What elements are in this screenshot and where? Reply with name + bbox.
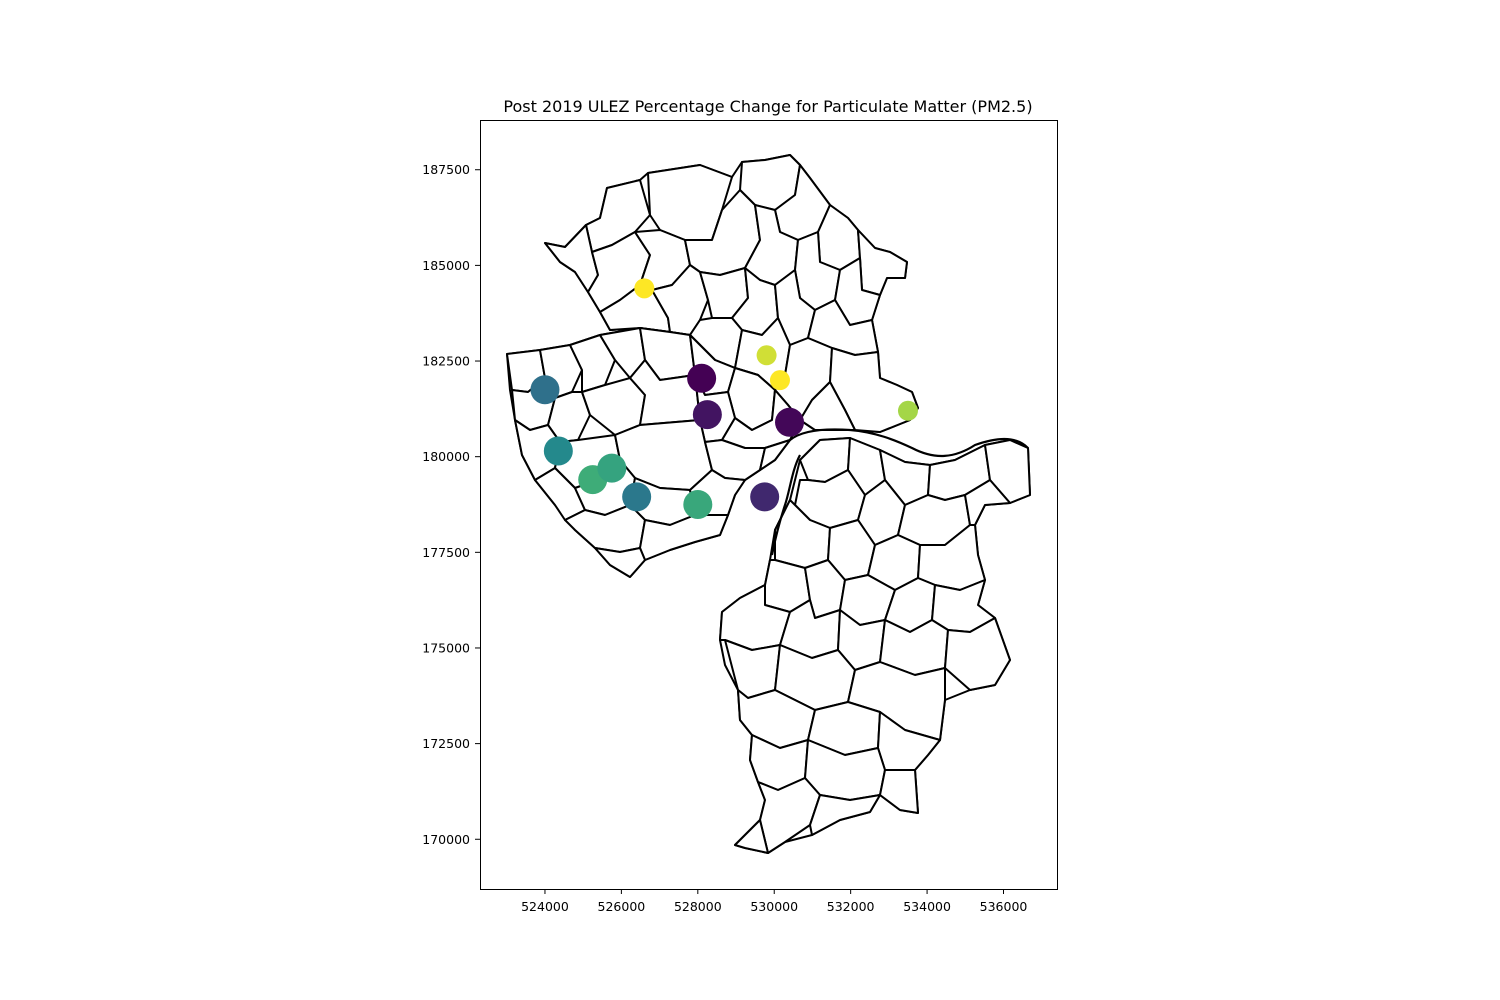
data-point-2 xyxy=(756,345,777,366)
ward-north-o xyxy=(651,264,709,336)
data-point-4 xyxy=(897,400,918,421)
x-tick-label: 534000 xyxy=(903,899,951,914)
y-tick-label: 170000 xyxy=(422,832,470,847)
y-axis: 170000 172500 175000 177500 180000 182500 1850… xyxy=(422,162,480,847)
river-thames-bend xyxy=(770,454,801,556)
y-tick-label: 187500 xyxy=(422,162,470,177)
data-point-13 xyxy=(622,482,652,512)
y-tick-label: 175000 xyxy=(422,640,470,655)
y-tick-label: 182500 xyxy=(422,354,470,369)
axes-frame xyxy=(480,120,1058,890)
data-point-7 xyxy=(775,407,805,437)
ward-south-ah xyxy=(809,794,881,836)
x-tick-label: 530000 xyxy=(750,899,798,914)
ward-south-w xyxy=(944,617,1011,691)
ward-south-af xyxy=(879,769,919,814)
data-point-1 xyxy=(634,278,655,299)
x-tick-label: 536000 xyxy=(980,899,1028,914)
ward-south-ag xyxy=(757,777,821,854)
data-point-5 xyxy=(687,363,717,393)
data-point-8 xyxy=(750,482,780,512)
x-tick-label: 532000 xyxy=(827,899,875,914)
data-point-9 xyxy=(530,375,560,405)
ward-boundaries xyxy=(506,154,1031,854)
y-tick-label: 185000 xyxy=(422,258,470,273)
y-tick-label: 180000 xyxy=(422,449,470,464)
monitoring-points xyxy=(530,278,918,519)
data-point-10 xyxy=(543,436,573,466)
y-tick-label: 172500 xyxy=(422,736,470,751)
ward-south-ai xyxy=(734,819,769,854)
data-point-6 xyxy=(692,400,722,430)
river-thames xyxy=(789,428,1029,458)
chart-title: Post 2019 ULEZ Percentage Change for Par… xyxy=(503,97,1032,116)
ward-west-y xyxy=(594,547,646,578)
data-point-12 xyxy=(597,453,627,483)
data-point-14 xyxy=(683,490,713,519)
ward-west-r xyxy=(759,439,791,471)
x-tick-label: 524000 xyxy=(521,899,569,914)
x-axis: 524000 526000 528000 530000 532000 534000 5360… xyxy=(521,889,1027,914)
data-point-3 xyxy=(769,370,790,391)
x-tick-label: 528000 xyxy=(674,899,722,914)
x-tick-label: 526000 xyxy=(598,899,646,914)
y-tick-label: 177500 xyxy=(422,545,470,560)
